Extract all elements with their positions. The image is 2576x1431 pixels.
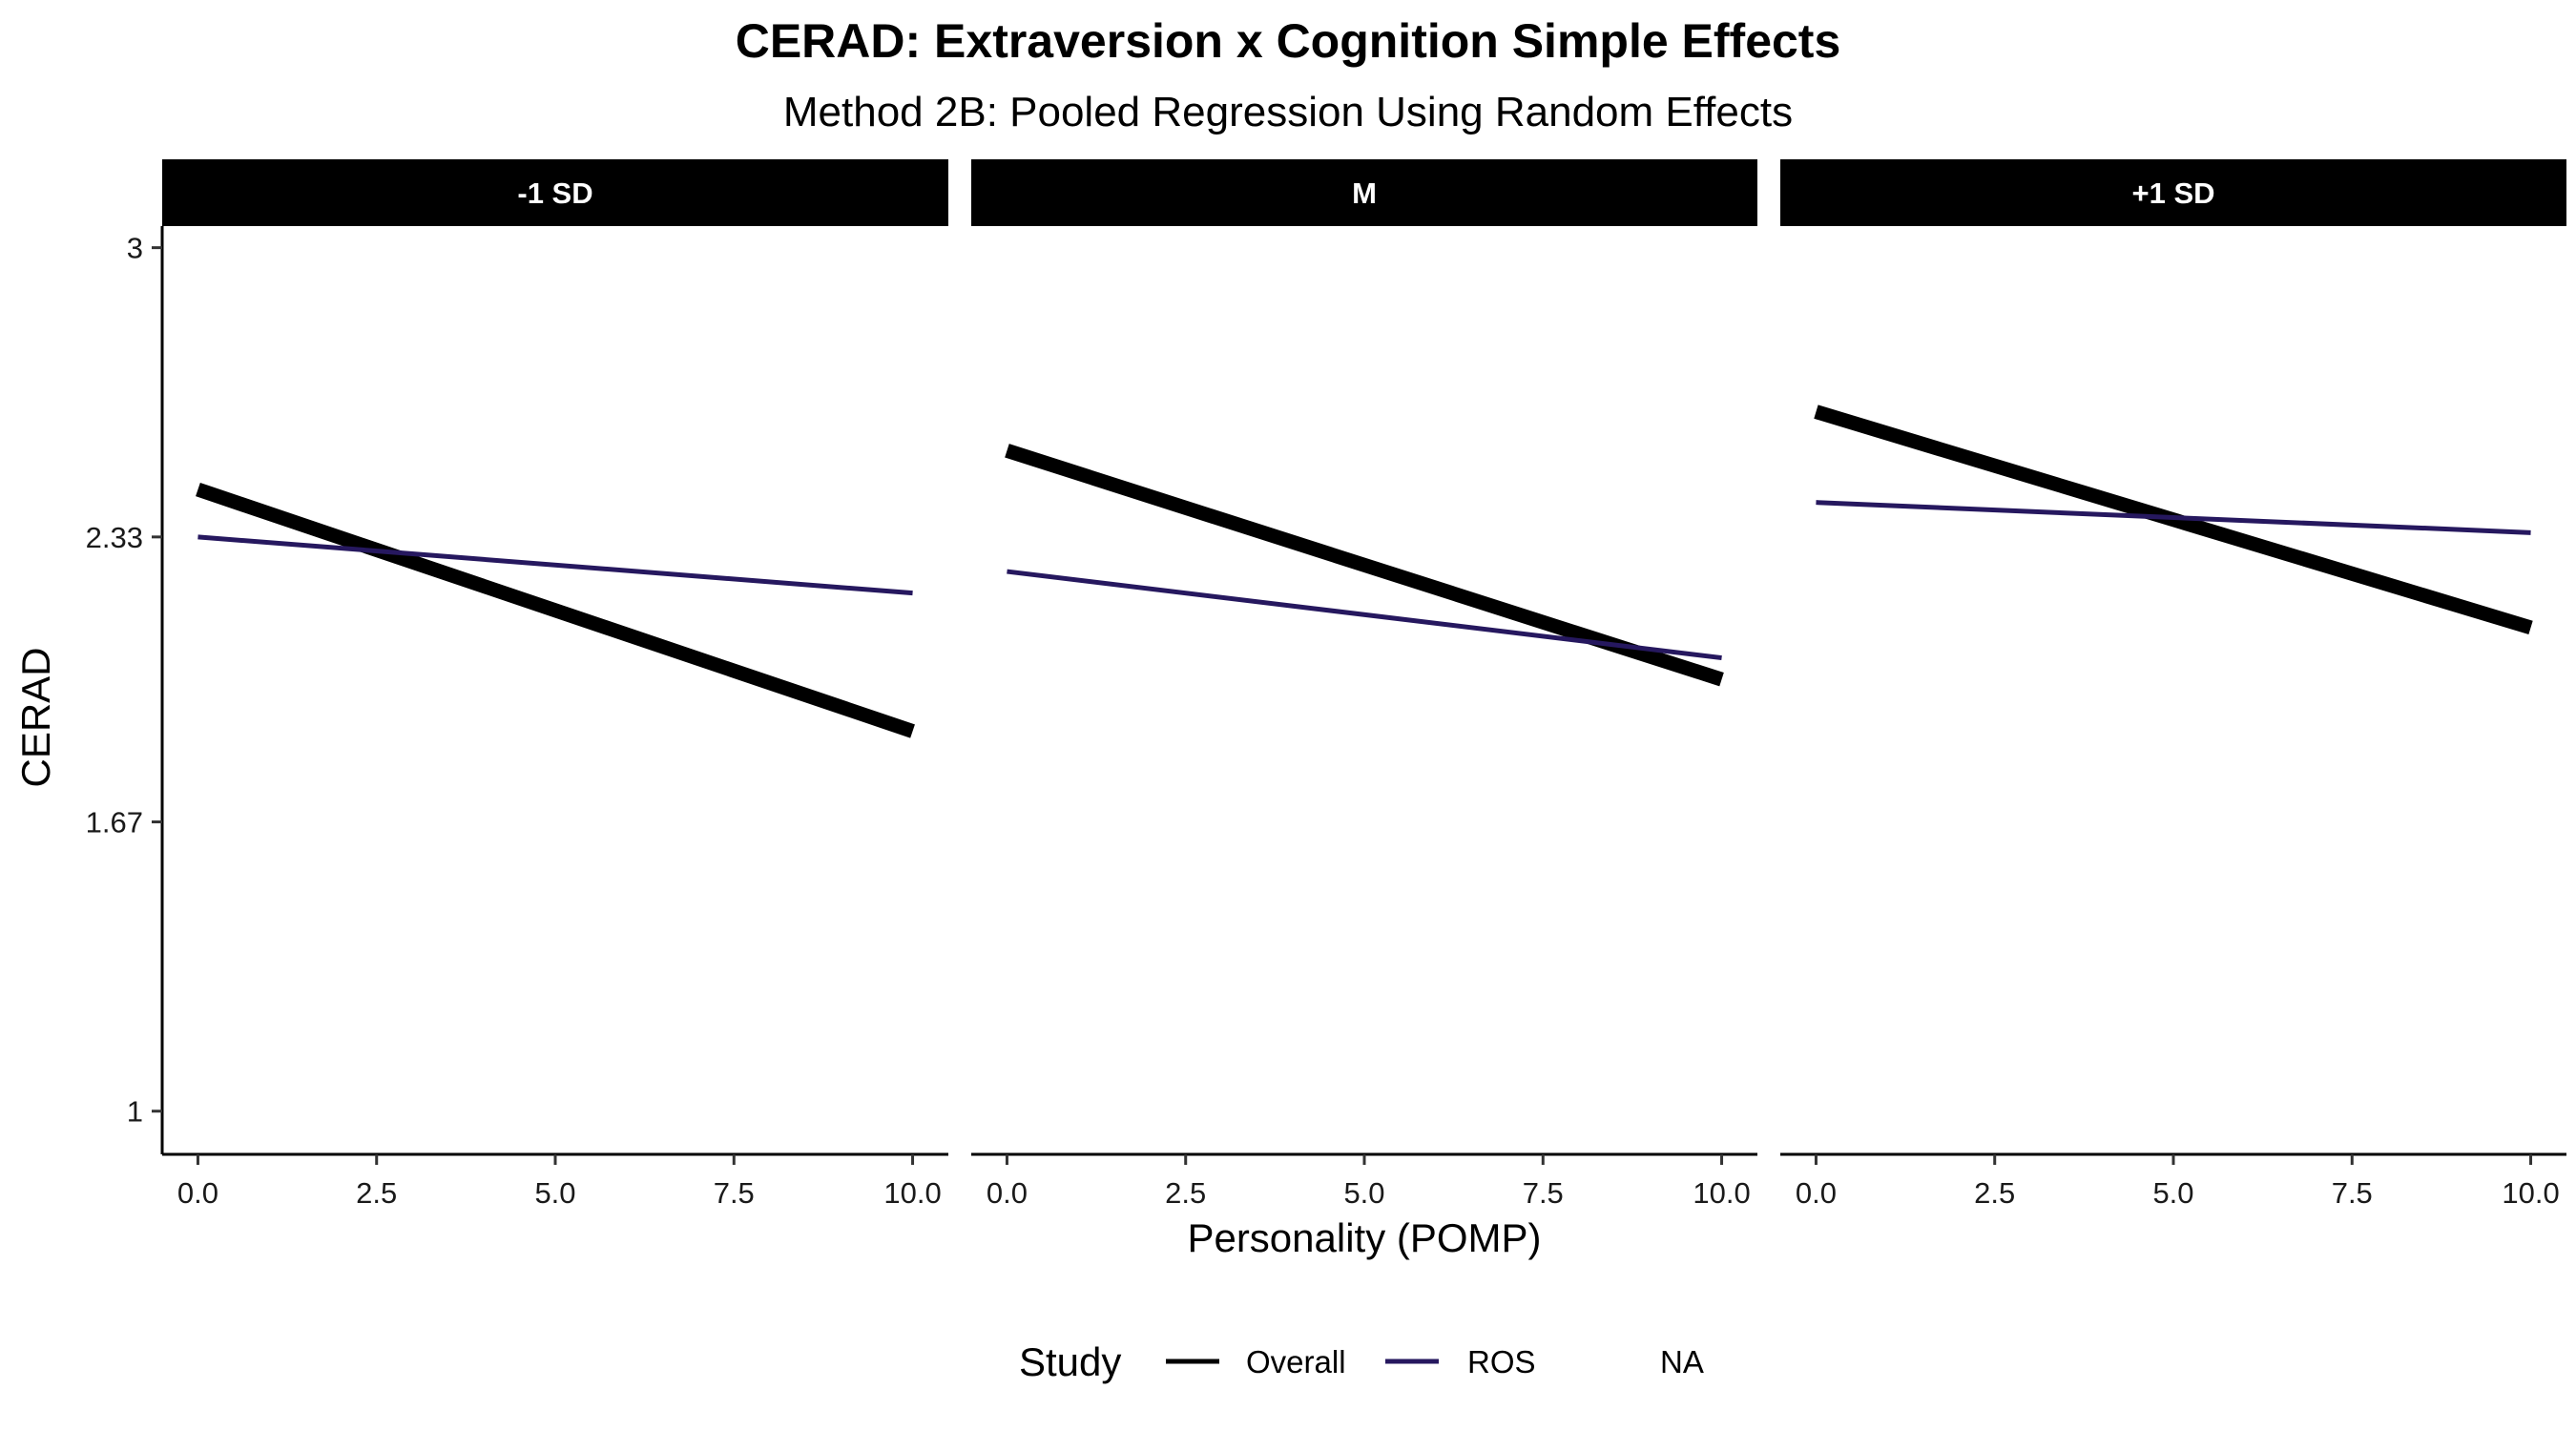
y-axis-title: CERAD <box>13 647 58 787</box>
x-axis-title: Personality (POMP) <box>1187 1215 1541 1260</box>
legend-label: Overall <box>1246 1344 1346 1379</box>
panel-strip <box>971 159 1757 226</box>
x-tick-label: 0.0 <box>987 1176 1028 1210</box>
series-line-ros <box>1007 569 1722 661</box>
x-tick-label: 10.0 <box>1693 1176 1750 1210</box>
legend-item-ros: ROS <box>1385 1344 1536 1379</box>
legend-label: NA <box>1660 1344 1704 1379</box>
chart-title: CERAD: Extraversion x Cognition Simple E… <box>736 14 1841 68</box>
legend-label: ROS <box>1467 1344 1536 1379</box>
x-tick-label: 5.0 <box>534 1176 575 1210</box>
legend-item-overall: Overall <box>1166 1344 1346 1379</box>
x-tick-label: 2.5 <box>1165 1176 1206 1210</box>
series-line-overall <box>196 482 915 738</box>
y-axis: 1 1.67 2.33 3 <box>86 226 164 1154</box>
panel-strip-label: M <box>1352 176 1377 210</box>
legend: Study Overall ROS NA <box>1019 1339 1704 1384</box>
x-tick-label: 5.0 <box>2152 1176 2193 1210</box>
y-tick-label: 1.67 <box>86 806 143 840</box>
x-tick-label: 2.5 <box>356 1176 397 1210</box>
x-tick-label: 7.5 <box>714 1176 755 1210</box>
y-tick-label: 2.33 <box>86 521 143 554</box>
y-tick-label: 1 <box>127 1095 143 1129</box>
panel-2: M 0.0 2.5 5.0 7.5 10.0 <box>971 159 1757 1210</box>
y-tick-label: 3 <box>127 232 143 265</box>
x-tick-label: 5.0 <box>1343 1176 1384 1210</box>
panel-strip-label: +1 SD <box>2131 176 2214 210</box>
x-tick-label: 10.0 <box>2502 1176 2559 1210</box>
legend-title: Study <box>1019 1339 1121 1384</box>
x-tick-label: 10.0 <box>883 1176 941 1210</box>
panels: 1 1.67 2.33 3 -1 SD 0.0 2.5 5.0 7.5 10.0 M 0.0 2.5 5.… <box>86 159 2566 1210</box>
x-tick-label: 7.5 <box>1523 1176 1564 1210</box>
chart-subtitle: Method 2B: Pooled Regression Using Rando… <box>783 89 1793 135</box>
panel-strip-label: -1 SD <box>517 176 592 210</box>
x-tick-label: 0.0 <box>1796 1176 1837 1210</box>
panel-1: -1 SD 0.0 2.5 5.0 7.5 10.0 <box>162 159 948 1210</box>
x-tick-label: 2.5 <box>1974 1176 2015 1210</box>
legend-item-na: NA <box>1660 1344 1704 1379</box>
x-tick-label: 7.5 <box>2332 1176 2373 1210</box>
x-tick-label: 0.0 <box>177 1176 218 1210</box>
series-line-ros <box>197 534 913 596</box>
series-line-ros <box>1816 500 2531 535</box>
panel-3: +1 SD 0.0 2.5 5.0 7.5 10.0 <box>1780 159 2566 1210</box>
panel-strip <box>1780 159 2566 226</box>
panel-strip <box>162 159 948 226</box>
